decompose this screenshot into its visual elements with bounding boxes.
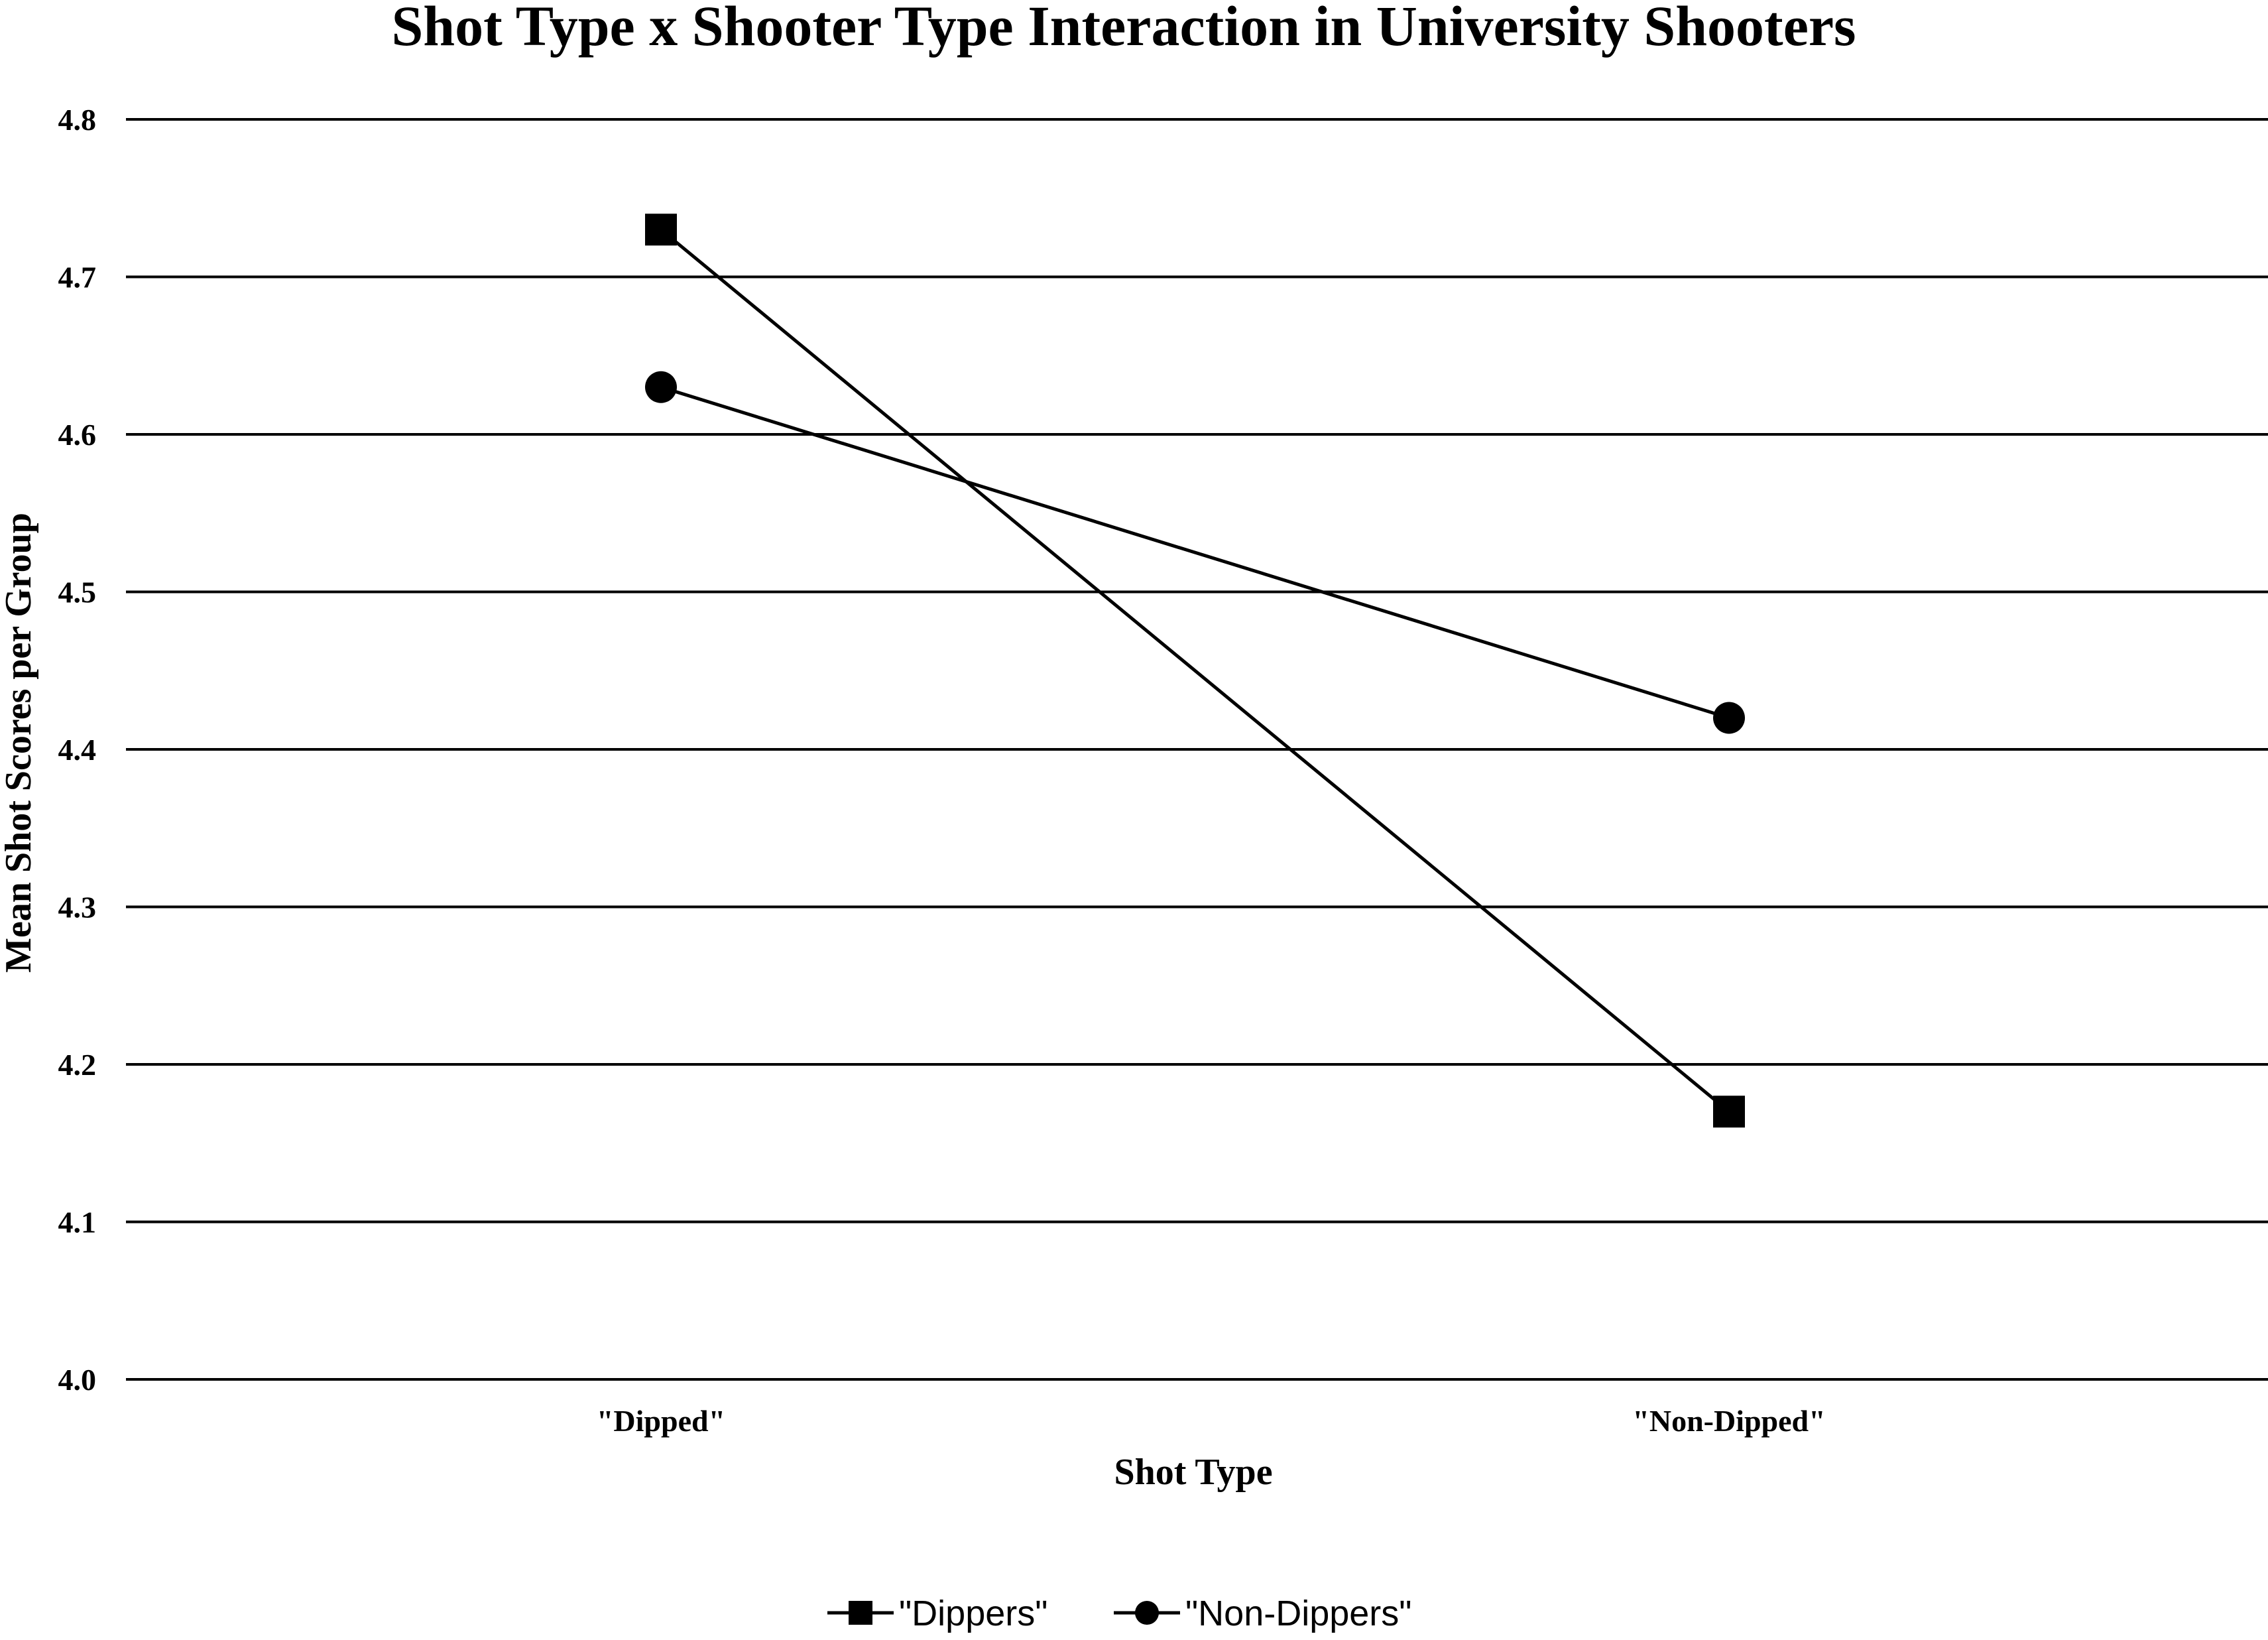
x-tick-label: "Non-Dipped" [1632,1404,1825,1438]
y-axis-ticks: 4.0 4.1 4.2 4.3 4.4 4.5 4.6 4.7 4.8 [58,103,97,1397]
y-tick-label: 4.0 [58,1363,97,1397]
x-axis-title: Shot Type [1114,1452,1272,1493]
y-tick-label: 4.3 [58,891,97,924]
x-axis-ticks: "Dipped" "Non-Dipped" [597,1404,1826,1438]
y-tick-label: 4.5 [58,576,97,609]
chart-title: Shot Type x Shooter Type Interaction in … [391,0,1856,58]
series-layer [645,214,1745,1128]
y-tick-label: 4.2 [58,1048,97,1082]
legend-marker-circle [1135,1601,1159,1625]
data-point-square [1713,1096,1745,1128]
legend-item: "Dippers" [827,1594,1047,1633]
legend-label: "Non-Dippers" [1185,1594,1411,1633]
y-tick-label: 4.6 [58,418,97,452]
y-axis-title: Mean Shot Scores per Group [0,513,39,973]
x-tick-label: "Dipped" [597,1404,725,1438]
y-tick-label: 4.7 [58,261,97,294]
data-point-square [645,214,677,246]
legend-label: "Dippers" [899,1594,1047,1633]
y-tick-label: 4.4 [58,733,97,767]
series-line [660,228,1730,1113]
legend-marker-square [849,1601,872,1625]
y-tick-label: 4.8 [58,103,97,137]
series-non-dippers [645,371,1745,734]
series-dippers [645,214,1745,1128]
gridlines [126,118,2268,1381]
data-point-circle [645,371,677,403]
legend-item: "Non-Dippers" [1114,1594,1411,1633]
series-line [660,385,1730,720]
y-tick-label: 4.1 [58,1206,97,1239]
data-point-circle [1713,702,1745,734]
legend: "Dippers" "Non-Dippers" [827,1594,1411,1633]
